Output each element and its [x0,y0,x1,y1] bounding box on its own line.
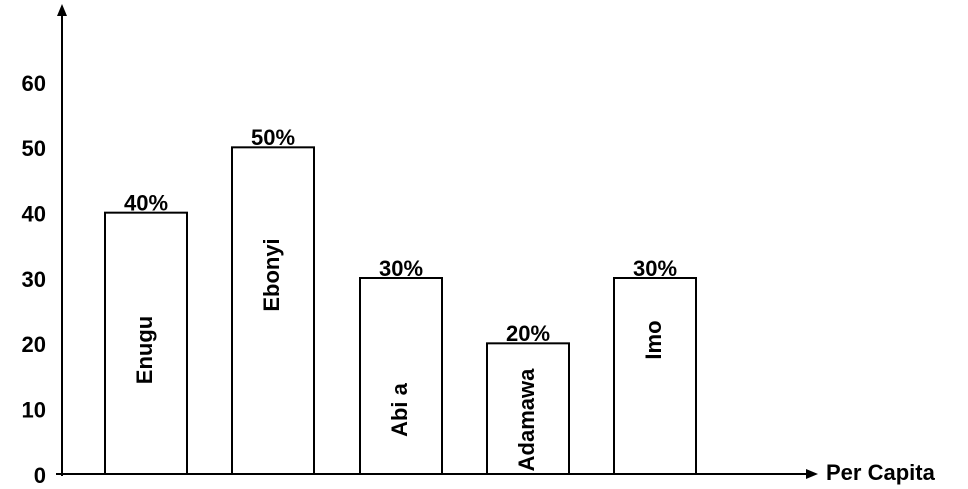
category-label: Adamawa [514,368,539,471]
bar [359,277,443,475]
x-axis-arrow [806,469,818,479]
bar [231,146,315,475]
category-label: Imo [641,320,666,359]
y-tick-label: 50 [22,136,46,161]
category-label: Enugu [132,316,157,384]
y-tick-label: 40 [22,201,46,226]
value-label: 50% [251,125,295,150]
x-axis-label: Per Capita [826,460,936,485]
y-tick-label: 10 [22,397,46,422]
bar [486,342,570,476]
category-label: Abi a [387,382,412,437]
value-label: 40% [124,190,168,215]
value-label: 30% [379,256,423,281]
bar [104,211,188,476]
y-tick-label: 60 [22,71,46,96]
y-axis-arrow [57,4,67,16]
y-tick-label: 20 [22,332,46,357]
y-tick-label: 0 [34,463,46,488]
value-label: 30% [633,256,677,281]
category-label: Ebonyi [259,238,284,311]
value-label: 20% [506,321,550,346]
y-tick-label: 30 [22,267,46,292]
bar [613,277,697,475]
